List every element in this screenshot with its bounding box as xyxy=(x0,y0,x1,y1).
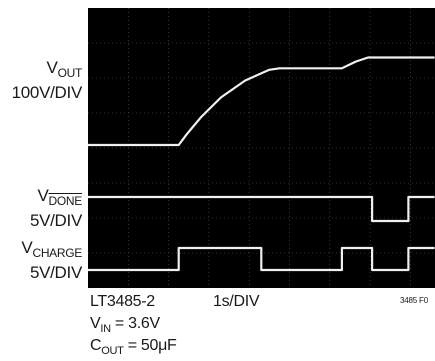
vcharge-trace xyxy=(88,246,435,272)
timebase-label: 1s/DIV xyxy=(213,293,260,310)
vdone-scale: 5V/DIV xyxy=(29,211,82,230)
figure-id: 3485 F0 xyxy=(400,296,428,305)
oscilloscope-screen xyxy=(88,8,435,288)
cout-condition: COUT = 50μF xyxy=(90,337,177,357)
vcharge-scale: 5V/DIV xyxy=(29,263,82,282)
vdone-label: VDONE 5V/DIV xyxy=(29,186,82,230)
scope-plot xyxy=(88,8,435,288)
vin-condition: VIN = 3.6V xyxy=(90,315,160,335)
part-number: LT3485-2 xyxy=(90,293,155,310)
vout-trace xyxy=(88,56,435,147)
vout-scale: 100V/DIV xyxy=(11,83,83,102)
vcharge-label: VCHARGE 5V/DIV xyxy=(21,238,82,282)
scope-grid xyxy=(88,8,435,288)
vdone-trace xyxy=(88,195,435,223)
vout-label: VOUT 100V/DIV xyxy=(11,58,83,102)
